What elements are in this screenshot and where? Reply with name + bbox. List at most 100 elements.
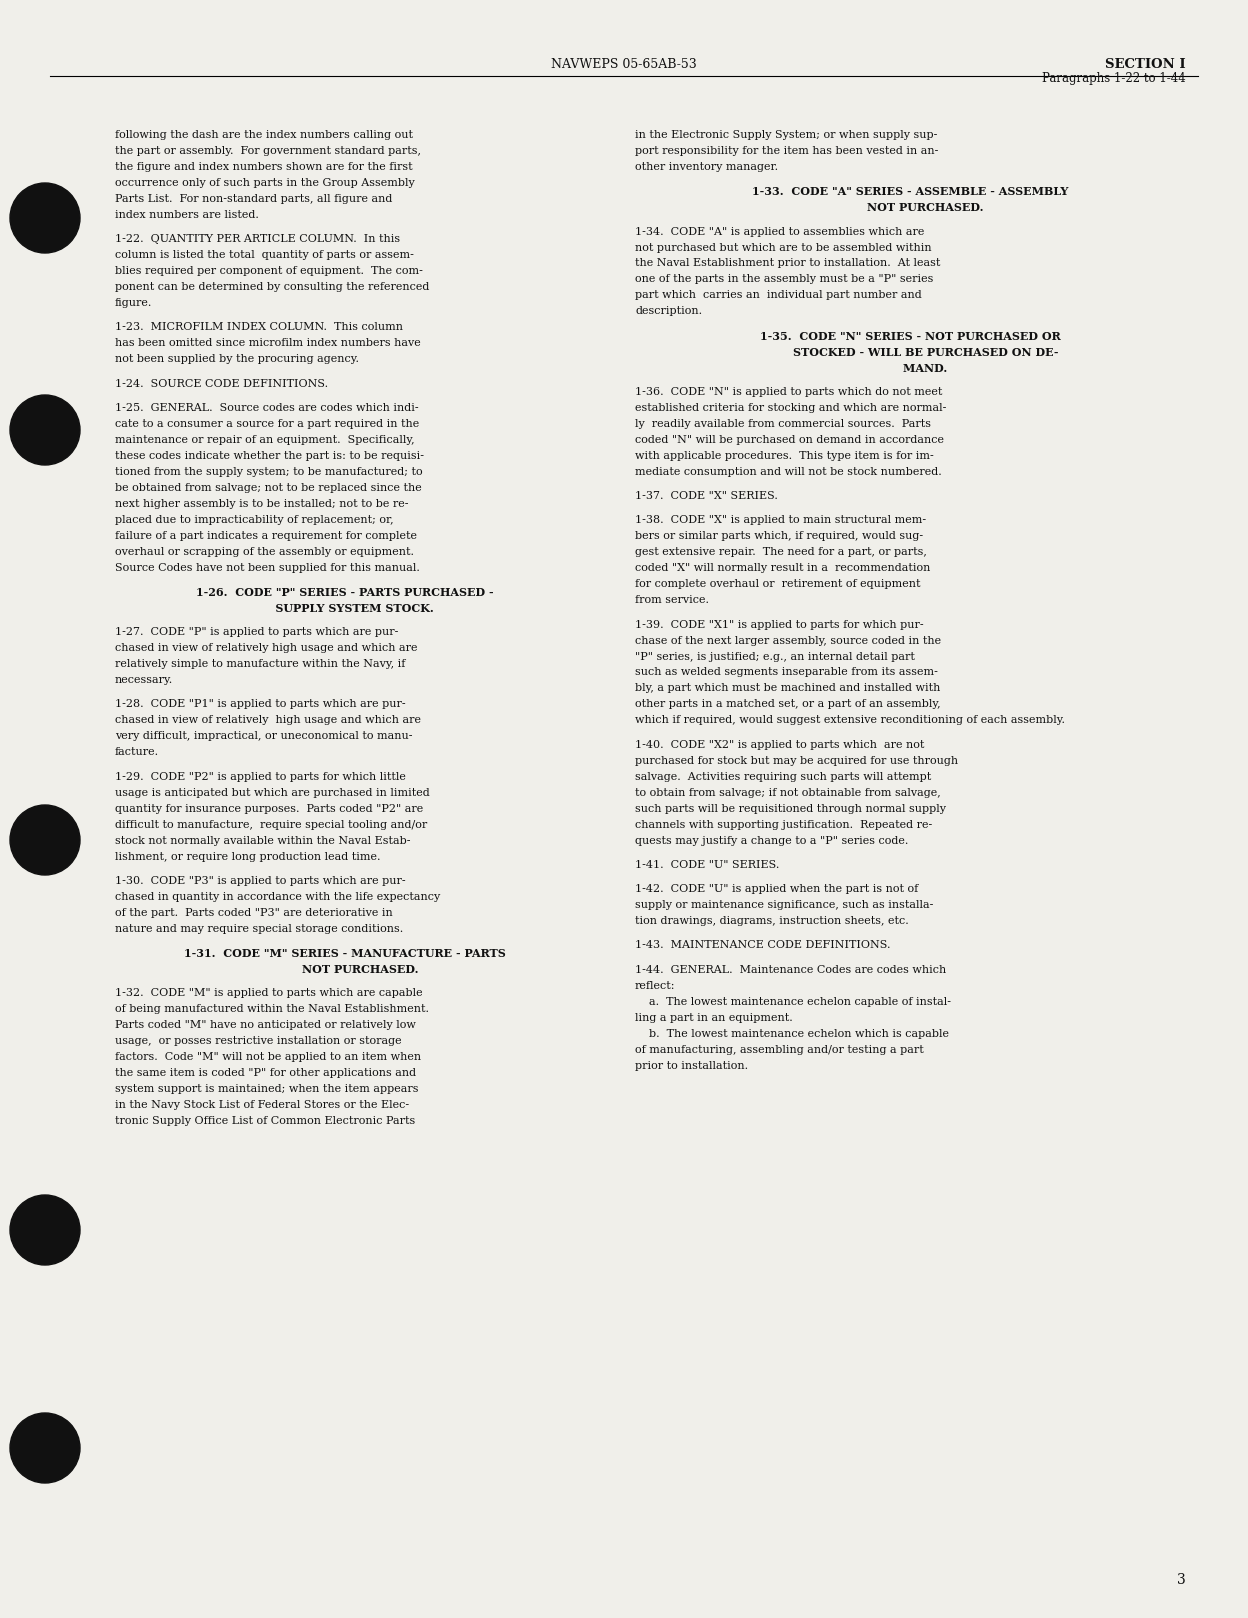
Text: 1-30.  CODE "P3" is applied to parts which are pur-: 1-30. CODE "P3" is applied to parts whic… (115, 875, 406, 885)
Text: 1-35.  CODE "N" SERIES - NOT PURCHASED OR: 1-35. CODE "N" SERIES - NOT PURCHASED OR (760, 330, 1061, 341)
Text: b.  The lowest maintenance echelon which is capable: b. The lowest maintenance echelon which … (635, 1029, 948, 1039)
Text: 1-41.  CODE "U" SERIES.: 1-41. CODE "U" SERIES. (635, 859, 779, 870)
Text: the figure and index numbers shown are for the first: the figure and index numbers shown are f… (115, 162, 413, 172)
Circle shape (10, 1196, 80, 1265)
Text: purchased for stock but may be acquired for use through: purchased for stock but may be acquired … (635, 756, 958, 765)
Text: established criteria for stocking and which are normal-: established criteria for stocking and wh… (635, 403, 946, 413)
Text: 1-34.  CODE "A" is applied to assemblies which are: 1-34. CODE "A" is applied to assemblies … (635, 227, 925, 236)
Text: cate to a consumer a source for a part required in the: cate to a consumer a source for a part r… (115, 419, 419, 429)
Text: failure of a part indicates a requirement for complete: failure of a part indicates a requiremen… (115, 531, 417, 540)
Text: not been supplied by the procuring agency.: not been supplied by the procuring agenc… (115, 354, 359, 364)
Text: usage,  or posses restrictive installation or storage: usage, or posses restrictive installatio… (115, 1036, 402, 1047)
Text: NOT PURCHASED.: NOT PURCHASED. (271, 964, 419, 976)
Text: Parts coded "M" have no anticipated or relatively low: Parts coded "M" have no anticipated or r… (115, 1021, 416, 1031)
Text: ponent can be determined by consulting the referenced: ponent can be determined by consulting t… (115, 282, 429, 293)
Text: which if required, would suggest extensive reconditioning of each assembly.: which if required, would suggest extensi… (635, 715, 1065, 725)
Text: bers or similar parts which, if required, would sug-: bers or similar parts which, if required… (635, 531, 924, 542)
Text: the part or assembly.  For government standard parts,: the part or assembly. For government sta… (115, 146, 421, 155)
Text: necessary.: necessary. (115, 675, 173, 684)
Text: nature and may require special storage conditions.: nature and may require special storage c… (115, 924, 403, 934)
Text: Parts List.  For non-standard parts, all figure and: Parts List. For non-standard parts, all … (115, 194, 392, 204)
Text: such as welded segments inseparable from its assem-: such as welded segments inseparable from… (635, 668, 938, 678)
Text: 1-38.  CODE "X" is applied to main structural mem-: 1-38. CODE "X" is applied to main struct… (635, 516, 926, 526)
Text: gest extensive repair.  The need for a part, or parts,: gest extensive repair. The need for a pa… (635, 547, 927, 557)
Text: Source Codes have not been supplied for this manual.: Source Codes have not been supplied for … (115, 563, 419, 573)
Text: ling a part in an equipment.: ling a part in an equipment. (635, 1013, 792, 1023)
Text: 1-44.  GENERAL.  Maintenance Codes are codes which: 1-44. GENERAL. Maintenance Codes are cod… (635, 964, 946, 974)
Text: 1-24.  SOURCE CODE DEFINITIONS.: 1-24. SOURCE CODE DEFINITIONS. (115, 379, 328, 388)
Circle shape (10, 1413, 80, 1484)
Text: NOT PURCHASED.: NOT PURCHASED. (836, 202, 983, 214)
Text: in the Electronic Supply System; or when supply sup-: in the Electronic Supply System; or when… (635, 129, 937, 141)
Text: part which  carries an  individual part number and: part which carries an individual part nu… (635, 290, 922, 301)
Text: placed due to impracticability of replacement; or,: placed due to impracticability of replac… (115, 515, 393, 524)
Text: 1-36.  CODE "N" is applied to parts which do not meet: 1-36. CODE "N" is applied to parts which… (635, 387, 942, 396)
Text: MAND.: MAND. (872, 362, 947, 374)
Text: quantity for insurance purposes.  Parts coded "P2" are: quantity for insurance purposes. Parts c… (115, 804, 423, 814)
Text: 1-29.  CODE "P2" is applied to parts for which little: 1-29. CODE "P2" is applied to parts for … (115, 772, 406, 781)
Text: 1-25.  GENERAL.  Source codes are codes which indi-: 1-25. GENERAL. Source codes are codes wh… (115, 403, 418, 413)
Text: very difficult, impractical, or uneconomical to manu-: very difficult, impractical, or uneconom… (115, 731, 413, 741)
Text: from service.: from service. (635, 595, 709, 605)
Text: with applicable procedures.  This type item is for im-: with applicable procedures. This type it… (635, 451, 934, 461)
Text: the Naval Establishment prior to installation.  At least: the Naval Establishment prior to install… (635, 259, 941, 269)
Text: a.  The lowest maintenance echelon capable of instal-: a. The lowest maintenance echelon capabl… (635, 997, 951, 1006)
Text: system support is maintained; when the item appears: system support is maintained; when the i… (115, 1084, 418, 1094)
Text: other inventory manager.: other inventory manager. (635, 162, 778, 172)
Text: 1-32.  CODE "M" is applied to parts which are capable: 1-32. CODE "M" is applied to parts which… (115, 989, 423, 998)
Text: factors.  Code "M" will not be applied to an item when: factors. Code "M" will not be applied to… (115, 1052, 421, 1063)
Text: 1-37.  CODE "X" SERIES.: 1-37. CODE "X" SERIES. (635, 492, 778, 502)
Text: be obtained from salvage; not to be replaced since the: be obtained from salvage; not to be repl… (115, 482, 422, 493)
Text: 1-40.  CODE "X2" is applied to parts which  are not: 1-40. CODE "X2" is applied to parts whic… (635, 739, 925, 749)
Text: description.: description. (635, 306, 703, 317)
Text: 1-43.  MAINTENANCE CODE DEFINITIONS.: 1-43. MAINTENANCE CODE DEFINITIONS. (635, 940, 891, 950)
Text: such parts will be requisitioned through normal supply: such parts will be requisitioned through… (635, 804, 946, 814)
Text: occurrence only of such parts in the Group Assembly: occurrence only of such parts in the Gro… (115, 178, 414, 188)
Text: 1-31.  CODE "M" SERIES - MANUFACTURE - PARTS: 1-31. CODE "M" SERIES - MANUFACTURE - PA… (185, 948, 505, 959)
Text: NAVWEPS 05-65AB-53: NAVWEPS 05-65AB-53 (552, 58, 696, 71)
Text: port responsibility for the item has been vested in an-: port responsibility for the item has bee… (635, 146, 938, 155)
Text: figure.: figure. (115, 298, 152, 307)
Text: blies required per component of equipment.  The com-: blies required per component of equipmen… (115, 265, 423, 277)
Text: following the dash are the index numbers calling out: following the dash are the index numbers… (115, 129, 413, 141)
Text: one of the parts in the assembly must be a "P" series: one of the parts in the assembly must be… (635, 275, 934, 285)
Text: has been omitted since microfilm index numbers have: has been omitted since microfilm index n… (115, 338, 421, 348)
Text: tion drawings, diagrams, instruction sheets, etc.: tion drawings, diagrams, instruction she… (635, 916, 909, 925)
Text: supply or maintenance significance, such as installa-: supply or maintenance significance, such… (635, 900, 934, 911)
Text: of the part.  Parts coded "P3" are deteriorative in: of the part. Parts coded "P3" are deteri… (115, 908, 393, 917)
Text: the same item is coded "P" for other applications and: the same item is coded "P" for other app… (115, 1068, 416, 1078)
Circle shape (10, 806, 80, 875)
Text: Paragraphs 1-22 to 1-44: Paragraphs 1-22 to 1-44 (1042, 71, 1186, 86)
Text: overhaul or scrapping of the assembly or equipment.: overhaul or scrapping of the assembly or… (115, 547, 414, 557)
Text: chased in quantity in accordance with the life expectancy: chased in quantity in accordance with th… (115, 892, 441, 901)
Text: tronic Supply Office List of Common Electronic Parts: tronic Supply Office List of Common Elec… (115, 1116, 416, 1126)
Text: 1-27.  CODE "P" is applied to parts which are pur-: 1-27. CODE "P" is applied to parts which… (115, 628, 398, 637)
Text: next higher assembly is to be installed; not to be re-: next higher assembly is to be installed;… (115, 498, 408, 508)
Text: stock not normally available within the Naval Estab-: stock not normally available within the … (115, 835, 411, 846)
Text: reflect:: reflect: (635, 981, 675, 990)
Text: other parts in a matched set, or a part of an assembly,: other parts in a matched set, or a part … (635, 699, 941, 709)
Text: difficult to manufacture,  require special tooling and/or: difficult to manufacture, require specia… (115, 820, 427, 830)
Text: index numbers are listed.: index numbers are listed. (115, 210, 258, 220)
Text: for complete overhaul or  retirement of equipment: for complete overhaul or retirement of e… (635, 579, 921, 589)
Text: 1-39.  CODE "X1" is applied to parts for which pur-: 1-39. CODE "X1" is applied to parts for … (635, 620, 924, 629)
Text: mediate consumption and will not be stock numbered.: mediate consumption and will not be stoc… (635, 468, 942, 477)
Text: ly  readily available from commercial sources.  Parts: ly readily available from commercial sou… (635, 419, 931, 429)
Text: column is listed the total  quantity of parts or assem-: column is listed the total quantity of p… (115, 251, 414, 260)
Text: "P" series, is justified; e.g., an internal detail part: "P" series, is justified; e.g., an inter… (635, 652, 915, 662)
Text: STOCKED - WILL BE PURCHASED ON DE-: STOCKED - WILL BE PURCHASED ON DE- (761, 346, 1058, 358)
Text: chased in view of relatively  high usage and which are: chased in view of relatively high usage … (115, 715, 421, 725)
Text: 1-22.  QUANTITY PER ARTICLE COLUMN.  In this: 1-22. QUANTITY PER ARTICLE COLUMN. In th… (115, 235, 401, 244)
Text: to obtain from salvage; if not obtainable from salvage,: to obtain from salvage; if not obtainabl… (635, 788, 941, 798)
Text: 1-23.  MICROFILM INDEX COLUMN.  This column: 1-23. MICROFILM INDEX COLUMN. This colum… (115, 322, 403, 332)
Circle shape (10, 183, 80, 252)
Text: these codes indicate whether the part is: to be requisi-: these codes indicate whether the part is… (115, 451, 424, 461)
Text: lishment, or require long production lead time.: lishment, or require long production lea… (115, 851, 381, 861)
Text: in the Navy Stock List of Federal Stores or the Elec-: in the Navy Stock List of Federal Stores… (115, 1100, 409, 1110)
Text: coded "X" will normally result in a  recommendation: coded "X" will normally result in a reco… (635, 563, 930, 573)
Text: chase of the next larger assembly, source coded in the: chase of the next larger assembly, sourc… (635, 636, 941, 646)
Text: SECTION I: SECTION I (1106, 58, 1186, 71)
Text: maintenance or repair of an equipment.  Specifically,: maintenance or repair of an equipment. S… (115, 435, 414, 445)
Text: of manufacturing, assembling and/or testing a part: of manufacturing, assembling and/or test… (635, 1045, 924, 1055)
Text: 3: 3 (1177, 1573, 1186, 1587)
